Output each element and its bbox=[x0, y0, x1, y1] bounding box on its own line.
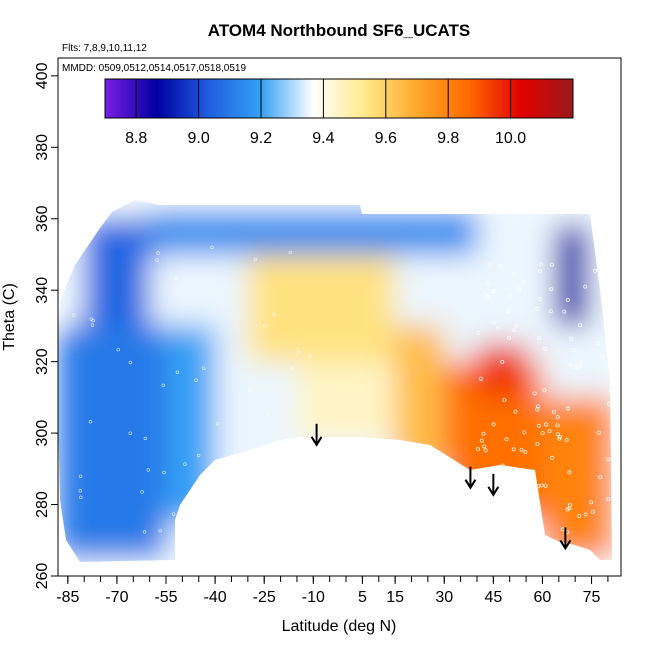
arrow-marker bbox=[465, 467, 475, 488]
observation-point bbox=[512, 484, 515, 487]
y-tick-label: 320 bbox=[34, 348, 51, 375]
observation-point bbox=[487, 547, 490, 550]
colorbar-tick-label: 9.6 bbox=[375, 130, 397, 147]
x-tick-label: 5 bbox=[358, 589, 367, 606]
colorbar-gradient bbox=[105, 79, 573, 118]
x-tick-label: 15 bbox=[386, 589, 404, 606]
observation-point bbox=[279, 530, 282, 533]
observation-point bbox=[537, 527, 540, 530]
x-tick-label: 45 bbox=[484, 589, 502, 606]
y-axis: 260 280 300 320 340 360 380 400 bbox=[34, 62, 58, 589]
x-tick-label: -10 bbox=[302, 589, 325, 606]
observation-point bbox=[500, 538, 503, 541]
arrow-marker bbox=[488, 474, 498, 495]
observation-point bbox=[536, 531, 539, 534]
colorbar-tick-label: 9.4 bbox=[312, 130, 334, 147]
field-region bbox=[297, 362, 395, 441]
colorbar-tick-label: 9.2 bbox=[250, 130, 272, 147]
x-tick-label: -85 bbox=[56, 589, 79, 606]
observation-point bbox=[604, 269, 607, 272]
y-tick-label: 260 bbox=[34, 563, 51, 590]
field-region bbox=[395, 326, 444, 469]
observation-point bbox=[519, 547, 522, 550]
x-tick-label: 60 bbox=[534, 589, 552, 606]
colorbar-tick-label: 9.8 bbox=[437, 130, 459, 147]
observation-point bbox=[507, 466, 510, 469]
observation-point bbox=[479, 508, 482, 511]
x-tick-label: -25 bbox=[253, 589, 276, 606]
colorbar: 8.8 9.0 9.2 9.4 9.6 9.8 10.0 bbox=[105, 79, 573, 147]
x-tick-label: -55 bbox=[154, 589, 177, 606]
x-axis-label: Latitude (deg N) bbox=[282, 618, 397, 635]
colorbar-tick-label: 8.8 bbox=[125, 130, 147, 147]
x-tick-label: -70 bbox=[105, 589, 128, 606]
observation-point bbox=[499, 542, 502, 545]
observation-point bbox=[552, 546, 555, 549]
flights-annotation: Flts: 7,8,9,10,11,12 bbox=[62, 43, 147, 54]
chart-title: ATOM4 Northbound SF6_UCATS bbox=[208, 21, 471, 40]
y-tick-label: 400 bbox=[34, 62, 51, 89]
x-tick-label: -40 bbox=[204, 589, 227, 606]
observation-point bbox=[531, 521, 534, 524]
y-tick-label: 340 bbox=[34, 277, 51, 304]
mmdd-annotation: MMDD: 0509,0512,0514,0517,0518,0519 bbox=[62, 63, 246, 74]
observation-point bbox=[292, 507, 295, 510]
x-tick-label: 75 bbox=[583, 589, 601, 606]
field-region bbox=[84, 219, 149, 326]
field-region bbox=[248, 254, 395, 361]
observation-point bbox=[487, 533, 490, 536]
x-tick-label: 30 bbox=[435, 589, 453, 606]
field-region bbox=[556, 226, 589, 326]
y-tick-label: 300 bbox=[34, 420, 51, 447]
x-axis: -85 -70 -55 -40 -25 -10 5 15 30 45 60 75 bbox=[56, 576, 608, 606]
observation-point bbox=[603, 301, 606, 304]
field-region bbox=[542, 397, 614, 558]
field-region bbox=[150, 212, 477, 255]
colorbar-tick-label: 10.0 bbox=[495, 130, 526, 147]
y-tick-label: 280 bbox=[34, 491, 51, 518]
observation-point bbox=[543, 538, 546, 541]
heatmap-field bbox=[58, 200, 621, 570]
colorbar-tick-label: 9.0 bbox=[187, 130, 209, 147]
observation-point bbox=[498, 553, 501, 556]
field-region bbox=[58, 326, 166, 558]
y-tick-label: 360 bbox=[34, 205, 51, 232]
field-region bbox=[166, 326, 215, 522]
y-tick-label: 380 bbox=[34, 134, 51, 161]
y-axis-label: Theta (C) bbox=[1, 283, 18, 351]
field-region bbox=[477, 344, 526, 398]
